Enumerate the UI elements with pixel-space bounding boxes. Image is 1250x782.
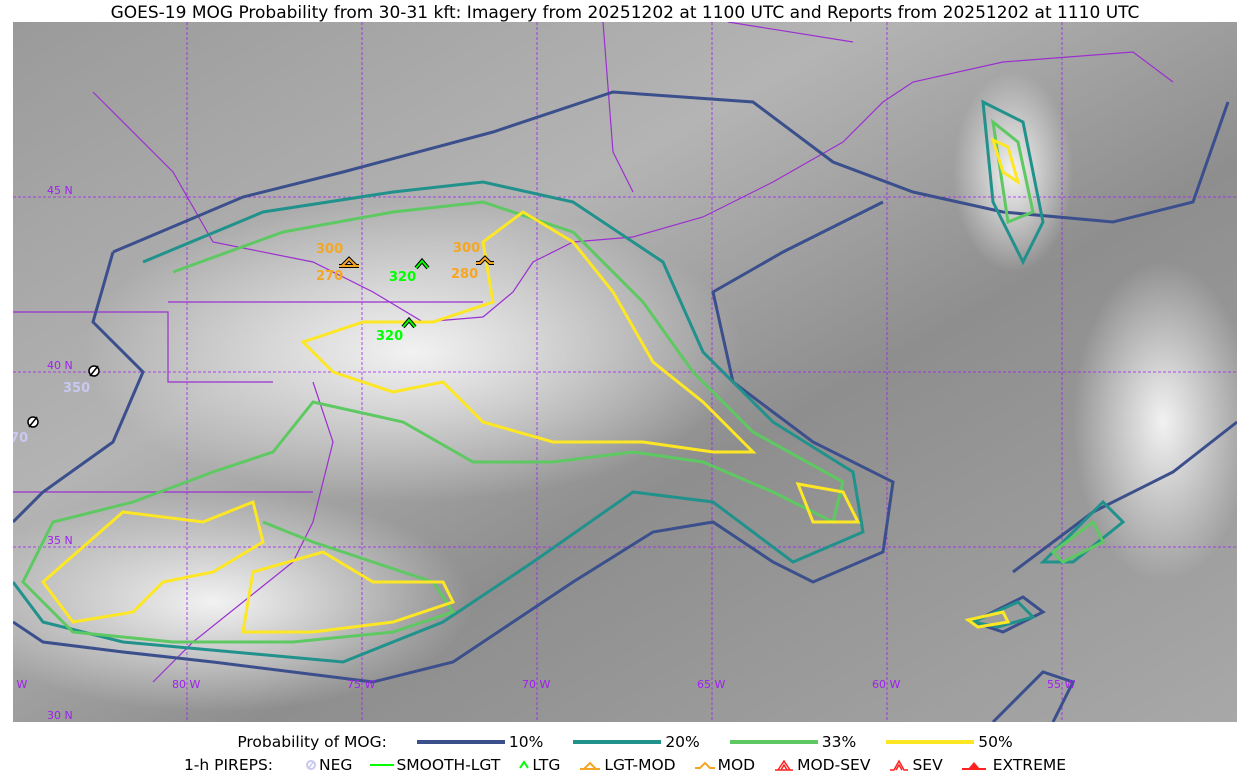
mog-contours-10 [13,90,1237,722]
lgt-mod-icon [580,761,601,770]
lon-label-55: 55 W [1047,678,1075,691]
extreme-icon [961,762,986,770]
legend-swatch-50 [886,740,975,744]
legend-label: 20% [665,733,700,751]
sev-icon [890,759,909,771]
legend-swatch-33 [729,740,818,744]
lon-label-80: 80 W [172,678,200,691]
map-title: GOES-19 MOG Probability from 30-31 kft: … [110,3,1140,23]
lat-label-45: 45 N [47,184,73,197]
pirep-neg[interactable]: 370 [13,416,39,446]
legend-item-ltg: LTG [518,756,560,774]
lat-label-30: 30 N [47,709,73,722]
pirep-legend: 1-h PIREPS: NEG SMOOTH-LGT LTG LGT-MOD M… [0,756,1250,774]
lon-label-70: 70 W [522,678,550,691]
pirep-altitude: 350 [63,381,90,396]
mog-contours-50 [40,137,1021,634]
mod-sev-icon [775,759,794,771]
legend-title: Probability of MOG: [237,733,387,751]
legend-label: 50% [978,733,1013,751]
legend-item-smooth-lgt: SMOOTH-LGT [370,756,500,774]
pirep-altitude: 280 [451,267,478,282]
legend-title: 1-h PIREPS: [183,756,274,774]
legend-label: 33% [821,733,857,751]
lon-label-65: 65 W [697,678,725,691]
lon-label-85: 85 W [13,678,27,691]
legend-swatch-10 [416,740,505,744]
pirep-altitude: 300 [316,242,343,257]
pirep-lgt-mod[interactable]: 300 270 [316,242,359,284]
neg-icon [306,760,317,770]
lon-label-75: 75 W [347,678,375,691]
probability-legend: Probability of MOG: 10% 20% 33% 50% [0,733,1250,751]
pirep-altitude: 320 [376,329,403,344]
chevron-icon [519,760,530,769]
pirep-altitude: 270 [316,269,343,284]
lat-label-40: 40 N [47,359,73,372]
pirep-ltg[interactable]: 320 [389,257,430,285]
pirep-mod[interactable]: 300 280 [451,241,494,282]
mod-icon [694,761,715,769]
satellite-map: 45 N 40 N 35 N 30 N 85 W 80 W 75 W 70 W … [13,22,1237,722]
legend-item-extreme: EXTREME [961,756,1066,774]
lon-labels: 85 W 80 W 75 W 70 W 65 W 60 W 55 W [13,678,1075,691]
pirep-altitude: 370 [13,431,28,446]
pirep-neg[interactable]: 350 [63,365,100,396]
legend-item-neg: NEG [305,756,352,774]
mog-contours-33 [21,118,1106,644]
pirep-altitude: 300 [453,241,480,256]
legend-item-mod-sev: MOD-SEV [773,756,870,774]
pirep-altitude: 320 [389,270,416,285]
cloud-band [83,202,743,502]
lon-label-60: 60 W [872,678,900,691]
smooth-line-icon [370,764,395,766]
pirep-markers: 300 270 320 300 280 320 350 370 [13,241,494,446]
lat-label-35: 35 N [47,534,73,547]
pirep-ltg[interactable]: 320 [376,316,417,344]
legend-item-sev: SEV [888,756,943,774]
legend-swatch-20 [573,740,662,744]
graticule [13,22,1237,722]
legend-label: 10% [508,733,544,751]
lat-labels: 45 N 40 N 35 N 30 N [47,184,73,722]
legend-item-lgt-mod: LGT-MOD [578,756,676,774]
legend-item-mod: MOD [694,756,755,774]
